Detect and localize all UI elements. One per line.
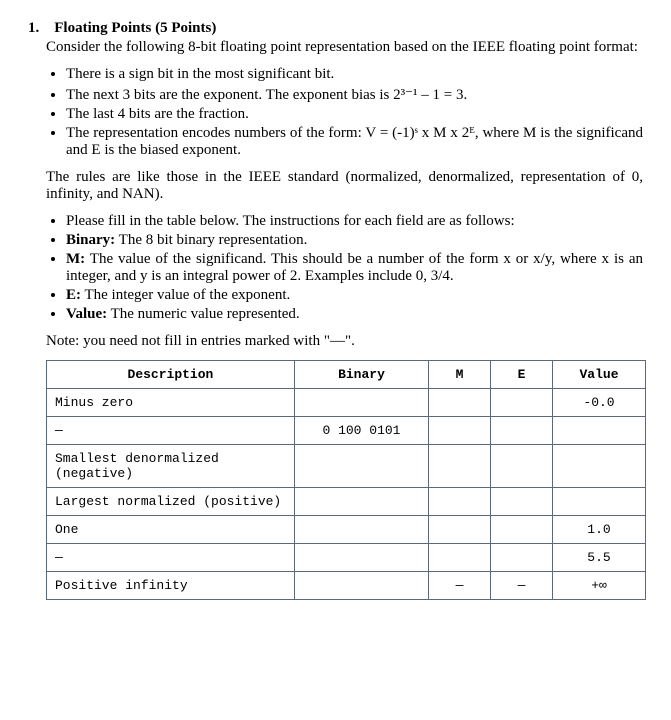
table-row: Largest normalized (positive): [47, 488, 646, 516]
spec-bullet: The next 3 bits are the exponent. The ex…: [66, 85, 643, 104]
cell-e: [491, 445, 553, 488]
cell-value: -0.0: [553, 389, 646, 417]
cell-m: [429, 417, 491, 445]
instruction-bullet: Value: The numeric value represented.: [66, 306, 643, 323]
table-header-row: Description Binary M E Value: [47, 361, 646, 389]
cell-binary: [294, 445, 428, 488]
spec-bullet-list: There is a sign bit in the most signific…: [46, 66, 643, 159]
cell-value: [553, 488, 646, 516]
th-description: Description: [47, 361, 295, 389]
spec-bullet: The last 4 bits are the fraction.: [66, 106, 643, 123]
cell-description: —: [47, 544, 295, 572]
cell-description: Smallest denormalized (negative): [47, 445, 295, 488]
cell-description: Minus zero: [47, 389, 295, 417]
th-m: M: [429, 361, 491, 389]
cell-binary: [294, 389, 428, 417]
intro-paragraph: Consider the following 8-bit floating po…: [46, 39, 643, 56]
instruction-bullet: E: The integer value of the exponent.: [66, 287, 643, 304]
cell-binary: [294, 516, 428, 544]
question-number: 1.: [28, 20, 39, 36]
instruction-label: Binary:: [66, 232, 115, 248]
instruction-label: M:: [66, 251, 85, 267]
cell-binary: [294, 488, 428, 516]
question-heading: 1. Floating Points (5 Points): [28, 20, 643, 37]
cell-value: [553, 445, 646, 488]
cell-value: [553, 417, 646, 445]
question-title: Floating Points (5 Points): [54, 20, 216, 36]
cell-description: Positive infinity: [47, 572, 295, 600]
th-binary: Binary: [294, 361, 428, 389]
instruction-label: Value:: [66, 306, 107, 322]
cell-m: [429, 488, 491, 516]
cell-description: Largest normalized (positive): [47, 488, 295, 516]
cell-m: [429, 516, 491, 544]
th-e: E: [491, 361, 553, 389]
table-row: Positive infinity — — +∞: [47, 572, 646, 600]
cell-value: 1.0: [553, 516, 646, 544]
cell-e: [491, 389, 553, 417]
rules-paragraph: The rules are like those in the IEEE sta…: [46, 169, 643, 203]
instruction-bullet: M: The value of the significand. This sh…: [66, 251, 643, 285]
cell-m: [429, 544, 491, 572]
spec-bullet: There is a sign bit in the most signific…: [66, 66, 643, 83]
instruction-text: The value of the significand. This shoul…: [66, 251, 643, 284]
spec-bullet: The representation encodes numbers of th…: [66, 125, 643, 159]
instruction-bullet-list: Please fill in the table below. The inst…: [46, 213, 643, 323]
instruction-bullet: Please fill in the table below. The inst…: [66, 213, 643, 230]
instruction-text: The numeric value represented.: [107, 306, 300, 322]
table-row: One 1.0: [47, 516, 646, 544]
cell-binary: [294, 572, 428, 600]
cell-m: —: [429, 572, 491, 600]
table-row: Smallest denormalized (negative): [47, 445, 646, 488]
cell-binary: [294, 544, 428, 572]
instruction-label: E:: [66, 287, 81, 303]
cell-e: [491, 544, 553, 572]
cell-value: 5.5: [553, 544, 646, 572]
instruction-bullet: Binary: The 8 bit binary representation.: [66, 232, 643, 249]
floating-point-table: Description Binary M E Value Minus zero …: [46, 360, 646, 600]
cell-m: [429, 389, 491, 417]
cell-value: +∞: [553, 572, 646, 600]
th-value: Value: [553, 361, 646, 389]
cell-e: [491, 488, 553, 516]
cell-e: [491, 516, 553, 544]
cell-e: [491, 417, 553, 445]
instruction-text: The 8 bit binary representation.: [115, 232, 307, 248]
cell-binary: 0 100 0101: [294, 417, 428, 445]
table-row: — 0 100 0101: [47, 417, 646, 445]
cell-e: —: [491, 572, 553, 600]
instruction-text: Please fill in the table below. The inst…: [66, 213, 515, 229]
note-paragraph: Note: you need not fill in entries marke…: [46, 333, 643, 350]
table-row: — 5.5: [47, 544, 646, 572]
cell-m: [429, 445, 491, 488]
cell-description: One: [47, 516, 295, 544]
cell-description: —: [47, 417, 295, 445]
instruction-text: The integer value of the exponent.: [81, 287, 290, 303]
table-row: Minus zero -0.0: [47, 389, 646, 417]
